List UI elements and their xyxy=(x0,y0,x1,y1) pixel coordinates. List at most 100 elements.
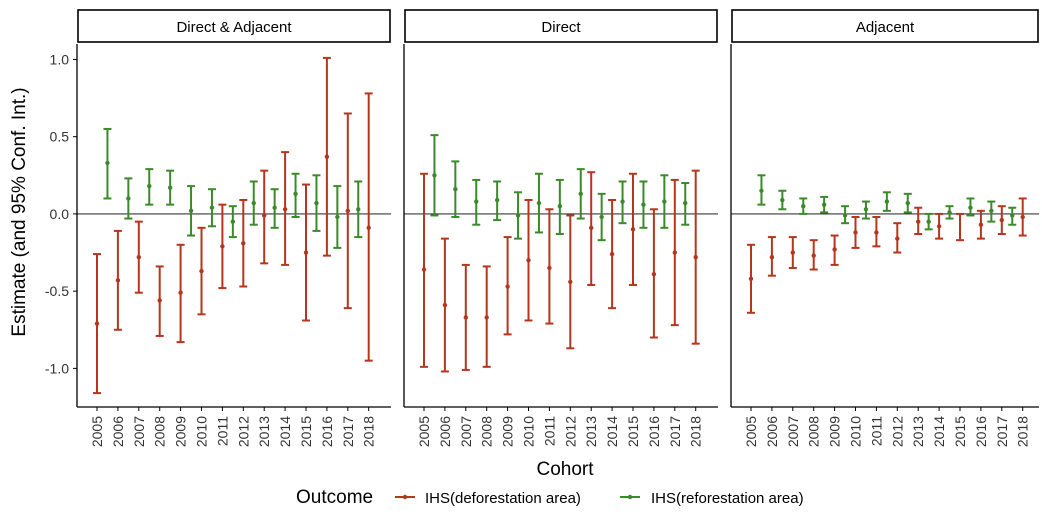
x-tick-label: 2015 xyxy=(625,416,641,447)
x-tick-label: 2016 xyxy=(319,416,335,447)
point-estimate xyxy=(463,315,468,320)
x-tick-label: 2007 xyxy=(131,416,147,447)
point-estimate xyxy=(884,199,890,204)
point-estimate xyxy=(94,321,100,326)
point-estimate xyxy=(905,200,910,206)
x-tick-label: 2011 xyxy=(214,416,230,446)
point-estimate xyxy=(453,187,458,192)
point-estimate xyxy=(505,284,510,289)
point-estimate xyxy=(136,254,141,260)
point-estimate xyxy=(126,196,131,201)
y-tick-label: -0.5 xyxy=(45,283,69,299)
x-tick-label: 2011 xyxy=(541,416,557,446)
point-estimate xyxy=(780,197,785,203)
point-estimate xyxy=(494,197,500,203)
point-estimate xyxy=(926,219,931,224)
x-tick-label: 2013 xyxy=(583,416,599,447)
x-tick-label: 2011 xyxy=(868,416,884,446)
point-estimate xyxy=(748,276,754,281)
point-estimate xyxy=(157,298,162,303)
point-estimate xyxy=(863,207,869,212)
x-tick-label: 2006 xyxy=(110,416,126,447)
panel-strip-title: Adjacent xyxy=(856,19,915,36)
panel-strip xyxy=(731,9,1039,43)
point-estimate xyxy=(801,203,806,209)
point-estimate xyxy=(989,208,994,214)
x-tick-label: 2015 xyxy=(298,416,314,447)
point-estimate xyxy=(366,225,371,231)
point-estimate xyxy=(536,200,542,206)
point-estimate xyxy=(314,200,319,206)
x-tick-label: 2012 xyxy=(562,416,578,447)
point-estimate xyxy=(568,279,573,285)
x-tick-label: 2010 xyxy=(521,416,537,447)
x-tick-label: 2017 xyxy=(994,416,1010,447)
point-estimate xyxy=(589,225,594,231)
point-estimate xyxy=(999,217,1004,223)
point-estimate xyxy=(842,213,848,218)
panel-1: Direct 2005 2006 2007 2008 2009 2010 2011 2012 20… xyxy=(403,9,718,447)
point-estimate xyxy=(432,173,437,178)
panel-0: Direct & Adjacent -1.0 -0.5 0.0 0.5 1.0 2005 20… xyxy=(45,9,391,447)
point-estimate xyxy=(199,268,204,274)
x-tick-label: 2018 xyxy=(688,416,704,447)
x-tick-label: 2012 xyxy=(889,416,905,447)
x-tick-label: 2005 xyxy=(89,416,105,447)
x-tick-label: 2007 xyxy=(458,416,474,447)
x-tick-label: 2009 xyxy=(500,416,516,447)
series-deforestation xyxy=(747,197,1027,314)
x-tick-label: 2018 xyxy=(361,416,377,447)
x-tick-label: 2008 xyxy=(479,416,495,447)
point-estimate xyxy=(474,199,479,204)
point-estimate xyxy=(526,258,531,263)
point-estimate xyxy=(442,302,448,308)
point-estimate xyxy=(630,227,636,232)
x-tick-label: 2013 xyxy=(256,416,272,447)
point-estimate xyxy=(599,214,604,220)
x-tick-label: 2009 xyxy=(173,416,189,447)
point-estimate xyxy=(853,230,858,235)
point-estimate xyxy=(484,315,489,320)
series-reforestation xyxy=(430,134,690,242)
point-estimate xyxy=(874,230,879,235)
panel-strip xyxy=(404,9,718,43)
point-estimate xyxy=(293,191,298,197)
x-tick-label: 2006 xyxy=(764,416,780,447)
y-tick-label: 1.0 xyxy=(50,51,70,67)
point-estimate xyxy=(188,208,194,214)
legend-key-deforestation-point xyxy=(402,494,408,500)
point-estimate xyxy=(272,205,277,210)
legend-title: Outcome xyxy=(296,487,373,508)
legend: Outcome IHS(deforestation area) IHS(refo… xyxy=(296,487,804,508)
point-estimate xyxy=(821,202,827,207)
panels: Direct & Adjacent -1.0 -0.5 0.0 0.5 1.0 2005 20… xyxy=(45,9,1039,447)
point-estimate xyxy=(683,200,688,206)
point-estimate xyxy=(262,213,267,218)
x-tick-label: 2016 xyxy=(973,416,989,447)
point-estimate xyxy=(324,154,330,159)
point-estimate xyxy=(968,205,973,210)
x-tick-label: 2013 xyxy=(910,416,926,447)
point-estimate xyxy=(620,199,625,204)
point-estimate xyxy=(421,267,427,272)
point-estimate xyxy=(947,210,952,215)
panel-strip-title: Direct xyxy=(541,19,581,36)
y-tick-label: -1.0 xyxy=(45,360,69,376)
point-estimate xyxy=(282,207,288,212)
point-estimate xyxy=(641,202,646,207)
legend-label-deforestation: IHS(deforestation area) xyxy=(425,490,581,507)
x-tick-label: 2017 xyxy=(667,416,683,447)
point-estimate xyxy=(693,254,698,260)
point-estimate xyxy=(1020,214,1025,220)
x-tick-label: 2012 xyxy=(235,416,251,447)
point-estimate xyxy=(578,191,583,197)
point-estimate xyxy=(147,183,152,189)
x-axis-label: Cohort xyxy=(536,459,594,480)
series-reforestation xyxy=(757,174,1017,231)
point-estimate xyxy=(167,185,173,190)
x-tick-label: 2014 xyxy=(277,416,293,447)
point-estimate xyxy=(220,244,225,249)
y-tick-label: 0.5 xyxy=(50,129,70,145)
point-estimate xyxy=(895,236,900,241)
